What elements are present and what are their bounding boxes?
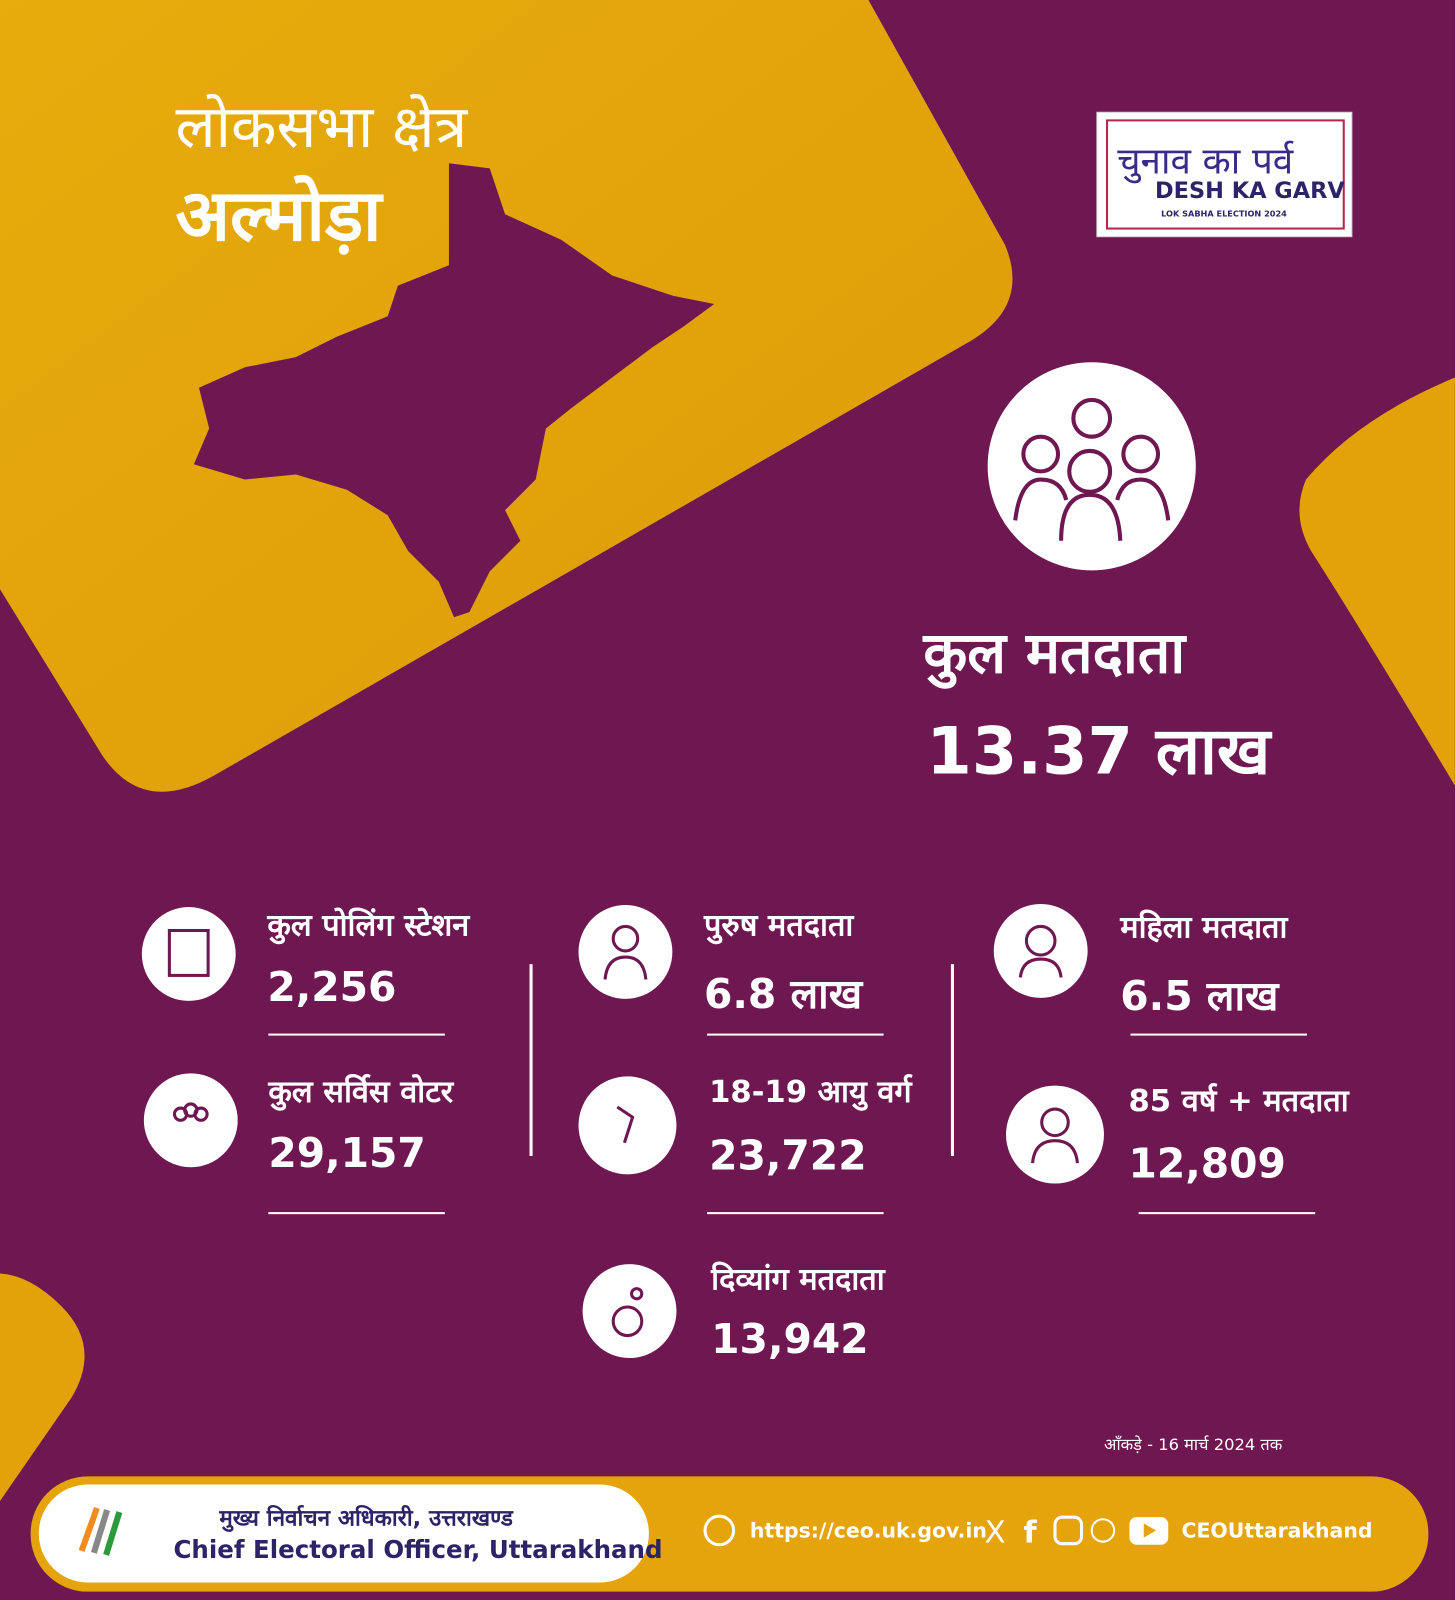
divider (707, 1033, 884, 1036)
total-label: कुल मतदाता (923, 620, 1186, 687)
org-english: Chief Electoral Officer, Uttarakhand (173, 1535, 663, 1565)
stat-label: कुल सर्विस वोटर (268, 1074, 454, 1111)
logo-english: DESH KA GARV (1154, 178, 1345, 205)
divider (1138, 1212, 1316, 1215)
stat-label: महिला मतदाता (1120, 910, 1288, 946)
people-glyph (1013, 397, 1171, 541)
map (193, 163, 715, 618)
org-hindi: मुख्य निर्वाचन अधिकारी, उत्तराखण्ड (219, 1505, 513, 1532)
yellow-corner (0, 1273, 85, 1501)
stat-label: दिव्यांग मतदाता (711, 1262, 885, 1298)
svg-text:X: X (985, 1516, 1006, 1551)
divider (1130, 1033, 1308, 1036)
stat-glyphs (167, 924, 1079, 1338)
footer-pill (38, 1484, 649, 1583)
yellow-corner (1299, 377, 1455, 786)
stat-label: 18-19 आयु वर्ग (709, 1074, 912, 1111)
stat-value: 29,157 (268, 1130, 426, 1178)
svg-text:f: f (1023, 1516, 1037, 1551)
stat-icons (141, 903, 1104, 1359)
stat-value: 12,809 (1128, 1140, 1286, 1188)
stat-value: 23,722 (709, 1132, 867, 1180)
logo-sub: LOK SABHA ELECTION 2024 (1161, 209, 1287, 219)
divider (707, 1212, 884, 1215)
social-icons: X f (703, 1514, 1169, 1551)
note: आँकड़े - 16 मार्च 2024 तक (1103, 1434, 1283, 1454)
stat-label: कुल पोलिंग स्टेशन (267, 908, 470, 944)
header-line: लोकसभा क्षेत्र (175, 91, 468, 162)
stat-value: 2,256 (267, 964, 397, 1012)
handle[interactable]: CEOUttarakhand (1181, 1518, 1373, 1543)
logo-box (1096, 111, 1353, 238)
divider (529, 964, 533, 1156)
total-value: 13.37 लाख (926, 714, 1271, 790)
stat-label: 85 वर्ष + मतदाता (1128, 1083, 1349, 1120)
website[interactable]: https://ceo.uk.gov.in (749, 1518, 987, 1543)
eci-logo (78, 1506, 123, 1556)
logo-hindi: चुनाव का पर्व (1117, 140, 1294, 183)
divider (268, 1212, 445, 1215)
logo-border (1106, 119, 1345, 230)
divider (950, 964, 954, 1156)
constituency: अल्मोड़ा (175, 173, 382, 258)
stat-label: पुरुष मतदाता (704, 908, 854, 944)
voters-icon (987, 362, 1196, 571)
divider (268, 1033, 445, 1036)
stat-value: 6.8 लाख (704, 971, 863, 1019)
stat-value: 13,942 (711, 1316, 869, 1364)
stat-value: 6.5 लाख (1120, 973, 1279, 1021)
